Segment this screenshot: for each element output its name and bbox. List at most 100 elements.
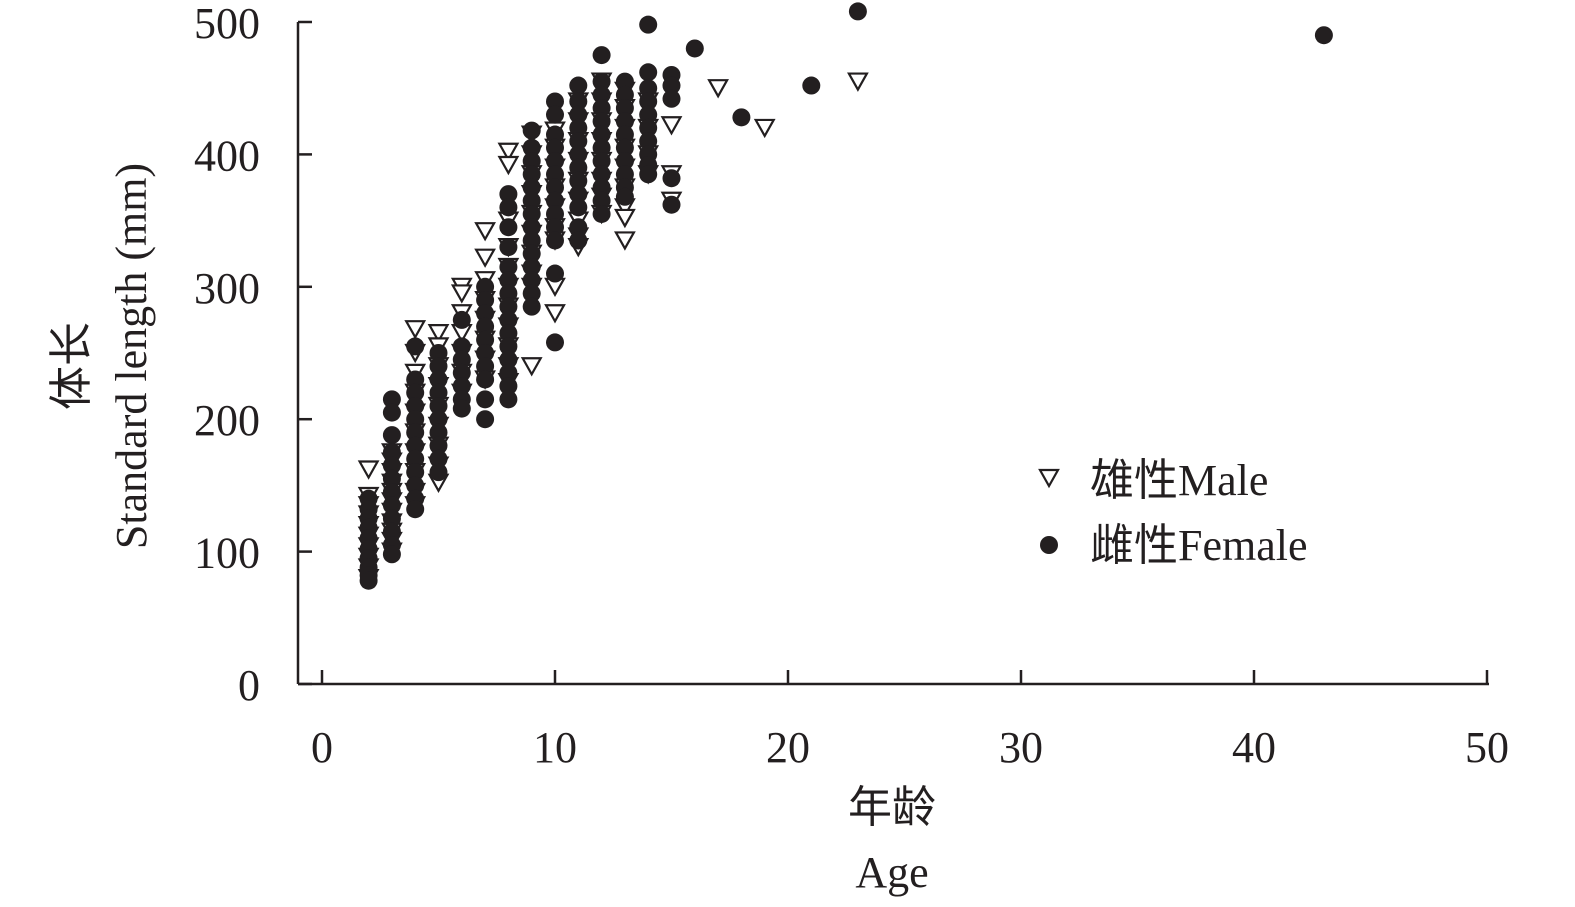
female-data-point xyxy=(382,483,401,502)
x-tick-label: 40 xyxy=(1232,723,1276,772)
male-data-point xyxy=(660,116,683,136)
data-points xyxy=(357,2,1333,590)
female-data-point xyxy=(429,370,448,389)
legend-female-marker xyxy=(1040,536,1058,554)
female-data-point xyxy=(406,383,425,402)
female-data-point xyxy=(592,138,611,157)
female-data-point xyxy=(452,399,471,418)
legend-female-label: 雌性Female xyxy=(1090,521,1308,570)
female-data-point xyxy=(406,436,425,455)
male-data-point xyxy=(404,320,427,340)
female-data-point xyxy=(848,2,867,21)
female-data-point xyxy=(406,449,425,468)
female-data-point xyxy=(429,436,448,455)
y-tick-label: 200 xyxy=(194,396,260,445)
x-tick-label: 10 xyxy=(533,723,577,772)
female-data-point xyxy=(685,39,704,58)
female-data-point xyxy=(406,337,425,356)
female-data-point xyxy=(592,46,611,65)
female-data-point xyxy=(615,85,634,104)
female-data-point xyxy=(639,79,658,98)
female-data-point xyxy=(382,426,401,445)
female-data-point xyxy=(429,449,448,468)
female-data-point xyxy=(476,410,495,429)
female-data-point xyxy=(615,72,634,91)
female-data-point xyxy=(569,118,588,137)
x-axis-title-en: Age xyxy=(855,848,928,897)
female-data-point xyxy=(546,333,564,352)
female-data-point xyxy=(546,178,564,197)
male-data-point xyxy=(497,155,520,176)
female-data-point xyxy=(499,337,518,356)
female-data-point xyxy=(382,390,401,409)
female-data-point xyxy=(429,383,448,402)
female-data-point xyxy=(522,138,541,157)
female-data-point xyxy=(592,152,611,171)
female-data-point xyxy=(499,198,518,217)
female-data-point xyxy=(639,165,658,184)
female-data-point xyxy=(382,456,401,475)
female-data-point xyxy=(546,191,564,210)
female-data-point xyxy=(662,195,681,214)
female-data-point xyxy=(546,105,564,124)
female-data-point xyxy=(429,357,448,376)
female-data-point xyxy=(522,244,541,263)
female-data-point xyxy=(382,496,401,515)
female-data-point xyxy=(429,410,448,429)
female-data-point xyxy=(476,330,495,349)
male-data-point xyxy=(614,208,636,229)
female-data-point xyxy=(1314,26,1333,45)
y-tick-label: 500 xyxy=(194,0,260,48)
female-data-point xyxy=(569,132,588,151)
female-data-point xyxy=(569,231,588,250)
female-data-point xyxy=(662,89,681,108)
y-tick-label: 400 xyxy=(194,131,260,180)
female-data-point xyxy=(802,76,821,95)
legend-male-marker xyxy=(1038,468,1060,489)
female-data-point xyxy=(639,63,658,82)
female-data-point xyxy=(639,105,658,124)
female-data-point xyxy=(499,284,518,303)
female-data-point xyxy=(476,357,495,376)
female-data-point xyxy=(452,337,471,356)
female-data-point xyxy=(476,291,495,310)
female-data-point xyxy=(592,165,611,184)
female-data-point xyxy=(476,344,495,362)
male-data-point xyxy=(707,79,729,99)
female-data-point xyxy=(406,396,425,415)
female-data-point xyxy=(429,463,448,482)
female-data-point xyxy=(522,257,541,276)
female-data-point xyxy=(429,344,448,362)
female-data-point xyxy=(615,152,634,171)
male-data-point xyxy=(753,118,776,139)
female-data-point xyxy=(639,118,658,137)
male-data-point xyxy=(544,304,566,324)
x-axis-ticks: 0 10 20 30 40 50 xyxy=(311,670,1509,772)
female-data-point xyxy=(499,310,518,329)
female-data-point xyxy=(615,112,634,131)
y-tick-label: 100 xyxy=(194,529,260,578)
female-data-point xyxy=(382,509,401,528)
legend: 雄性Male 雌性Female xyxy=(1038,456,1308,570)
female-data-point xyxy=(522,121,541,140)
female-data-point xyxy=(592,112,611,131)
female-data-point xyxy=(382,522,401,541)
y-axis-title-cn: 体长 xyxy=(47,322,96,410)
female-data-point xyxy=(499,257,518,276)
male-data-point xyxy=(847,72,869,92)
female-data-point xyxy=(382,469,401,488)
female-data-point xyxy=(359,571,378,590)
female-data-point xyxy=(499,238,518,257)
female-data-point xyxy=(429,396,448,415)
legend-male-label: 雄性Male xyxy=(1090,456,1268,505)
female-data-point xyxy=(569,171,588,190)
female-data-point xyxy=(476,277,495,296)
female-data-point xyxy=(546,165,564,184)
female-data-point xyxy=(476,390,495,409)
female-data-point xyxy=(592,99,611,118)
female-data-point xyxy=(546,152,564,171)
female-data-point xyxy=(522,297,541,316)
female-data-point xyxy=(546,204,564,223)
x-tick-label: 0 xyxy=(311,723,333,772)
female-data-point xyxy=(732,108,751,127)
